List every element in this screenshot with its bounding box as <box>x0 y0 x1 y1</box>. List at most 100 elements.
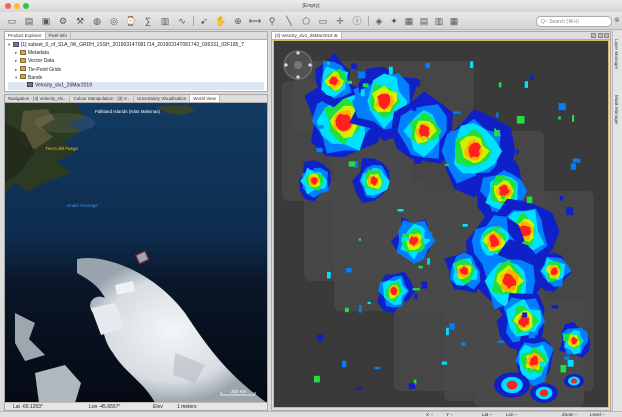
zoom-tool-icon[interactable]: ⊕ <box>234 15 242 26</box>
layer-manager-tab[interactable]: Layer Manager <box>614 39 619 70</box>
latitude-readout: Lat -60.1203° <box>13 404 44 410</box>
folder-icon <box>20 74 26 80</box>
image-view-panel: [3] Velocity_slv1_26Mar2019 ⊗ <box>271 31 611 411</box>
collapse-arrow-icon[interactable]: ▾ <box>15 74 18 80</box>
line-draw-icon[interactable]: ╲ <box>286 15 292 26</box>
expand-arrow-icon[interactable]: ▸ <box>15 50 18 56</box>
falkland-islands <box>155 105 195 115</box>
mask-manager-tab[interactable]: Mask Manager <box>614 95 619 125</box>
right-side-panels: Layer Manager Mask Manager <box>612 31 622 411</box>
world-map-icon[interactable]: ◍ <box>93 15 101 26</box>
polygon-draw-icon[interactable]: ⬠ <box>302 15 310 26</box>
rectangle-draw-icon[interactable]: ▭ <box>318 15 328 26</box>
toolbar-separator <box>193 16 194 26</box>
world-view-map[interactable]: Falkland Islands (Islas Malvinas) Tierra… <box>5 103 267 403</box>
search-field[interactable]: Q~ Search (⌘+I) <box>536 16 612 27</box>
tab-velocity-image[interactable]: [3] Velocity_slv1_26Mar2019 ⊗ <box>272 32 342 39</box>
batch-processing-icon[interactable]: ⚒ <box>75 15 85 26</box>
range-finder-icon[interactable]: ⟷ <box>248 15 262 26</box>
open-product-icon[interactable]: ▭ <box>7 15 17 26</box>
lat-readout: Lat -- <box>482 412 493 417</box>
clear-search-icon[interactable]: ⊗ <box>614 17 620 24</box>
expand-arrow-icon[interactable]: ▸ <box>15 58 18 64</box>
tree-item[interactable]: ▸ Tie-Point Grids <box>8 66 264 74</box>
pan-tool-icon[interactable]: ✋ <box>215 15 227 26</box>
view-tile-icon[interactable]: ▦ <box>404 15 414 26</box>
tree-item[interactable]: Velocity_slv1_26Mar2019 <box>8 82 264 90</box>
tab-pixel-info[interactable]: Pixel Info <box>46 32 72 39</box>
velocity-image-canvas[interactable] <box>273 40 609 408</box>
reopen-product-icon[interactable]: ▤ <box>24 15 34 26</box>
toolbar-separator <box>368 16 369 26</box>
status-bar: X -- Y -- Lat -- Lon -- Zoom -- Level -- <box>0 411 622 417</box>
x-readout: X -- <box>426 412 434 417</box>
product-tree: ▾ [1] subset_0_of_S1A_IW_GRDH_1SSH_201903… <box>5 40 267 91</box>
elevation-value: 1 meters <box>177 404 197 410</box>
product-library-icon[interactable]: ▣ <box>41 15 51 26</box>
folder-icon <box>20 57 26 63</box>
close-window-button[interactable] <box>5 3 11 9</box>
navigation-panel: Navigation - [3] Velocity_slv... Colour M… <box>4 94 268 411</box>
velocity-field <box>299 53 591 403</box>
zoom-readout: Zoom -- <box>562 412 578 417</box>
gcp-tool-icon[interactable]: ✛ <box>336 15 344 26</box>
tab-navigation-3-velocity-slv[interactable]: Navigation - [3] Velocity_slv... <box>5 95 71 102</box>
tree-item[interactable]: ▸ Metadata <box>8 49 264 57</box>
antarctic-peninsula <box>77 257 267 403</box>
image-view-tabs: [3] Velocity_slv1_26Mar2019 ⊗ <box>272 32 610 40</box>
maximize-window-icon[interactable] <box>604 33 609 38</box>
tree-item-label: Velocity_slv1_26Mar2019 <box>35 82 92 89</box>
main-toolbar: ▭ ▤ ▣ ⚙ ⚒ ◍ ◎ ⌚ ∑ ▥ ∿ ➹ ✋ ⊕ ⟷ ⚲ ╲ ⬠ ▭ ✛ ⓘ ◈ ✦ ▦ ▤ ▥ ▦ Q~ Search (⌘… <box>0 12 622 30</box>
band-maths-icon[interactable]: ∑ <box>144 15 152 26</box>
tab-colour-manipulation-3-v[interactable]: Colour Manipulation - [3] V... <box>70 95 135 102</box>
folder-icon <box>20 49 26 55</box>
tab-uncertainty-visualisation[interactable]: Uncertainty Visualisation <box>134 95 191 102</box>
product-icon <box>13 41 19 47</box>
float-window-icon[interactable] <box>598 33 603 38</box>
histogram-icon[interactable]: ▥ <box>160 15 170 26</box>
layer-tool-icon[interactable]: ◈ <box>375 15 383 26</box>
spectrum-icon[interactable]: ∿ <box>178 15 186 26</box>
navigation-compass-icon[interactable] <box>283 50 313 80</box>
magic-wand-icon[interactable]: ✦ <box>390 15 398 26</box>
minimize-window-button[interactable] <box>14 3 20 9</box>
band-icon <box>27 82 33 88</box>
window-titlebar: [Empty] <box>0 0 622 12</box>
tile-evenly-icon[interactable]: ▦ <box>449 15 459 26</box>
time-series-icon[interactable]: ⌚ <box>125 15 137 26</box>
level-readout: Level -- <box>590 412 606 417</box>
window-options-icon[interactable] <box>591 33 596 38</box>
falklands-label: Falkland Islands (Islas Malvinas) <box>95 109 161 114</box>
tree-item[interactable]: ▸ Vector Data <box>8 57 264 65</box>
tile-vertical-icon[interactable]: ▥ <box>434 15 444 26</box>
select-tool-icon[interactable]: ➹ <box>200 15 208 26</box>
tree-item-label: Bands <box>28 74 43 81</box>
folder-icon <box>20 66 26 72</box>
expand-arrow-icon[interactable]: ▸ <box>15 66 18 72</box>
tree-item-label: Vector Data <box>28 58 55 65</box>
tree-item[interactable]: ▾ Bands <box>8 74 264 82</box>
pixel-info-icon[interactable]: ⓘ <box>352 15 362 26</box>
drake-passage-label: Drake Passage <box>67 203 98 208</box>
navigation-tabs: Navigation - [3] Velocity_slv... Colour M… <box>5 95 267 103</box>
y-readout: Y -- <box>446 412 454 417</box>
tree-item[interactable]: ▾ [1] subset_0_of_S1A_IW_GRDH_1SSH_201903… <box>8 41 264 49</box>
product-explorer-tabs: Product Explorer Pixel Info <box>5 32 267 40</box>
tierra-del-fuego-label: Tierra del Fuego <box>45 146 78 151</box>
navigation-status: Lat -60.1203° Lon -45.6557° Elev 1 meter… <box>5 402 267 410</box>
close-tab-icon[interactable]: ⊗ <box>333 33 338 38</box>
elevation-label: Elev <box>153 404 163 410</box>
pin-tool-icon[interactable]: ⚲ <box>268 15 276 26</box>
graph-builder-icon[interactable]: ⚙ <box>58 15 68 26</box>
zoom-window-button[interactable] <box>23 3 29 9</box>
world-wind-icon[interactable]: ◎ <box>110 15 118 26</box>
product-explorer-panel: Product Explorer Pixel Info ▾ [1] subset_0… <box>4 31 268 92</box>
tree-item-label: Tie-Point Grids <box>28 66 62 73</box>
longitude-readout: Lon -45.6557° <box>89 404 121 410</box>
tab-world-view[interactable]: World View <box>190 95 220 102</box>
scale-label: 200 Km <box>231 389 247 394</box>
tab-product-explorer[interactable]: Product Explorer <box>5 32 46 39</box>
tile-horizontal-icon[interactable]: ▤ <box>419 15 429 26</box>
expand-arrow-icon[interactable]: ▾ <box>8 42 11 47</box>
selection-rectangle[interactable] <box>134 250 150 265</box>
